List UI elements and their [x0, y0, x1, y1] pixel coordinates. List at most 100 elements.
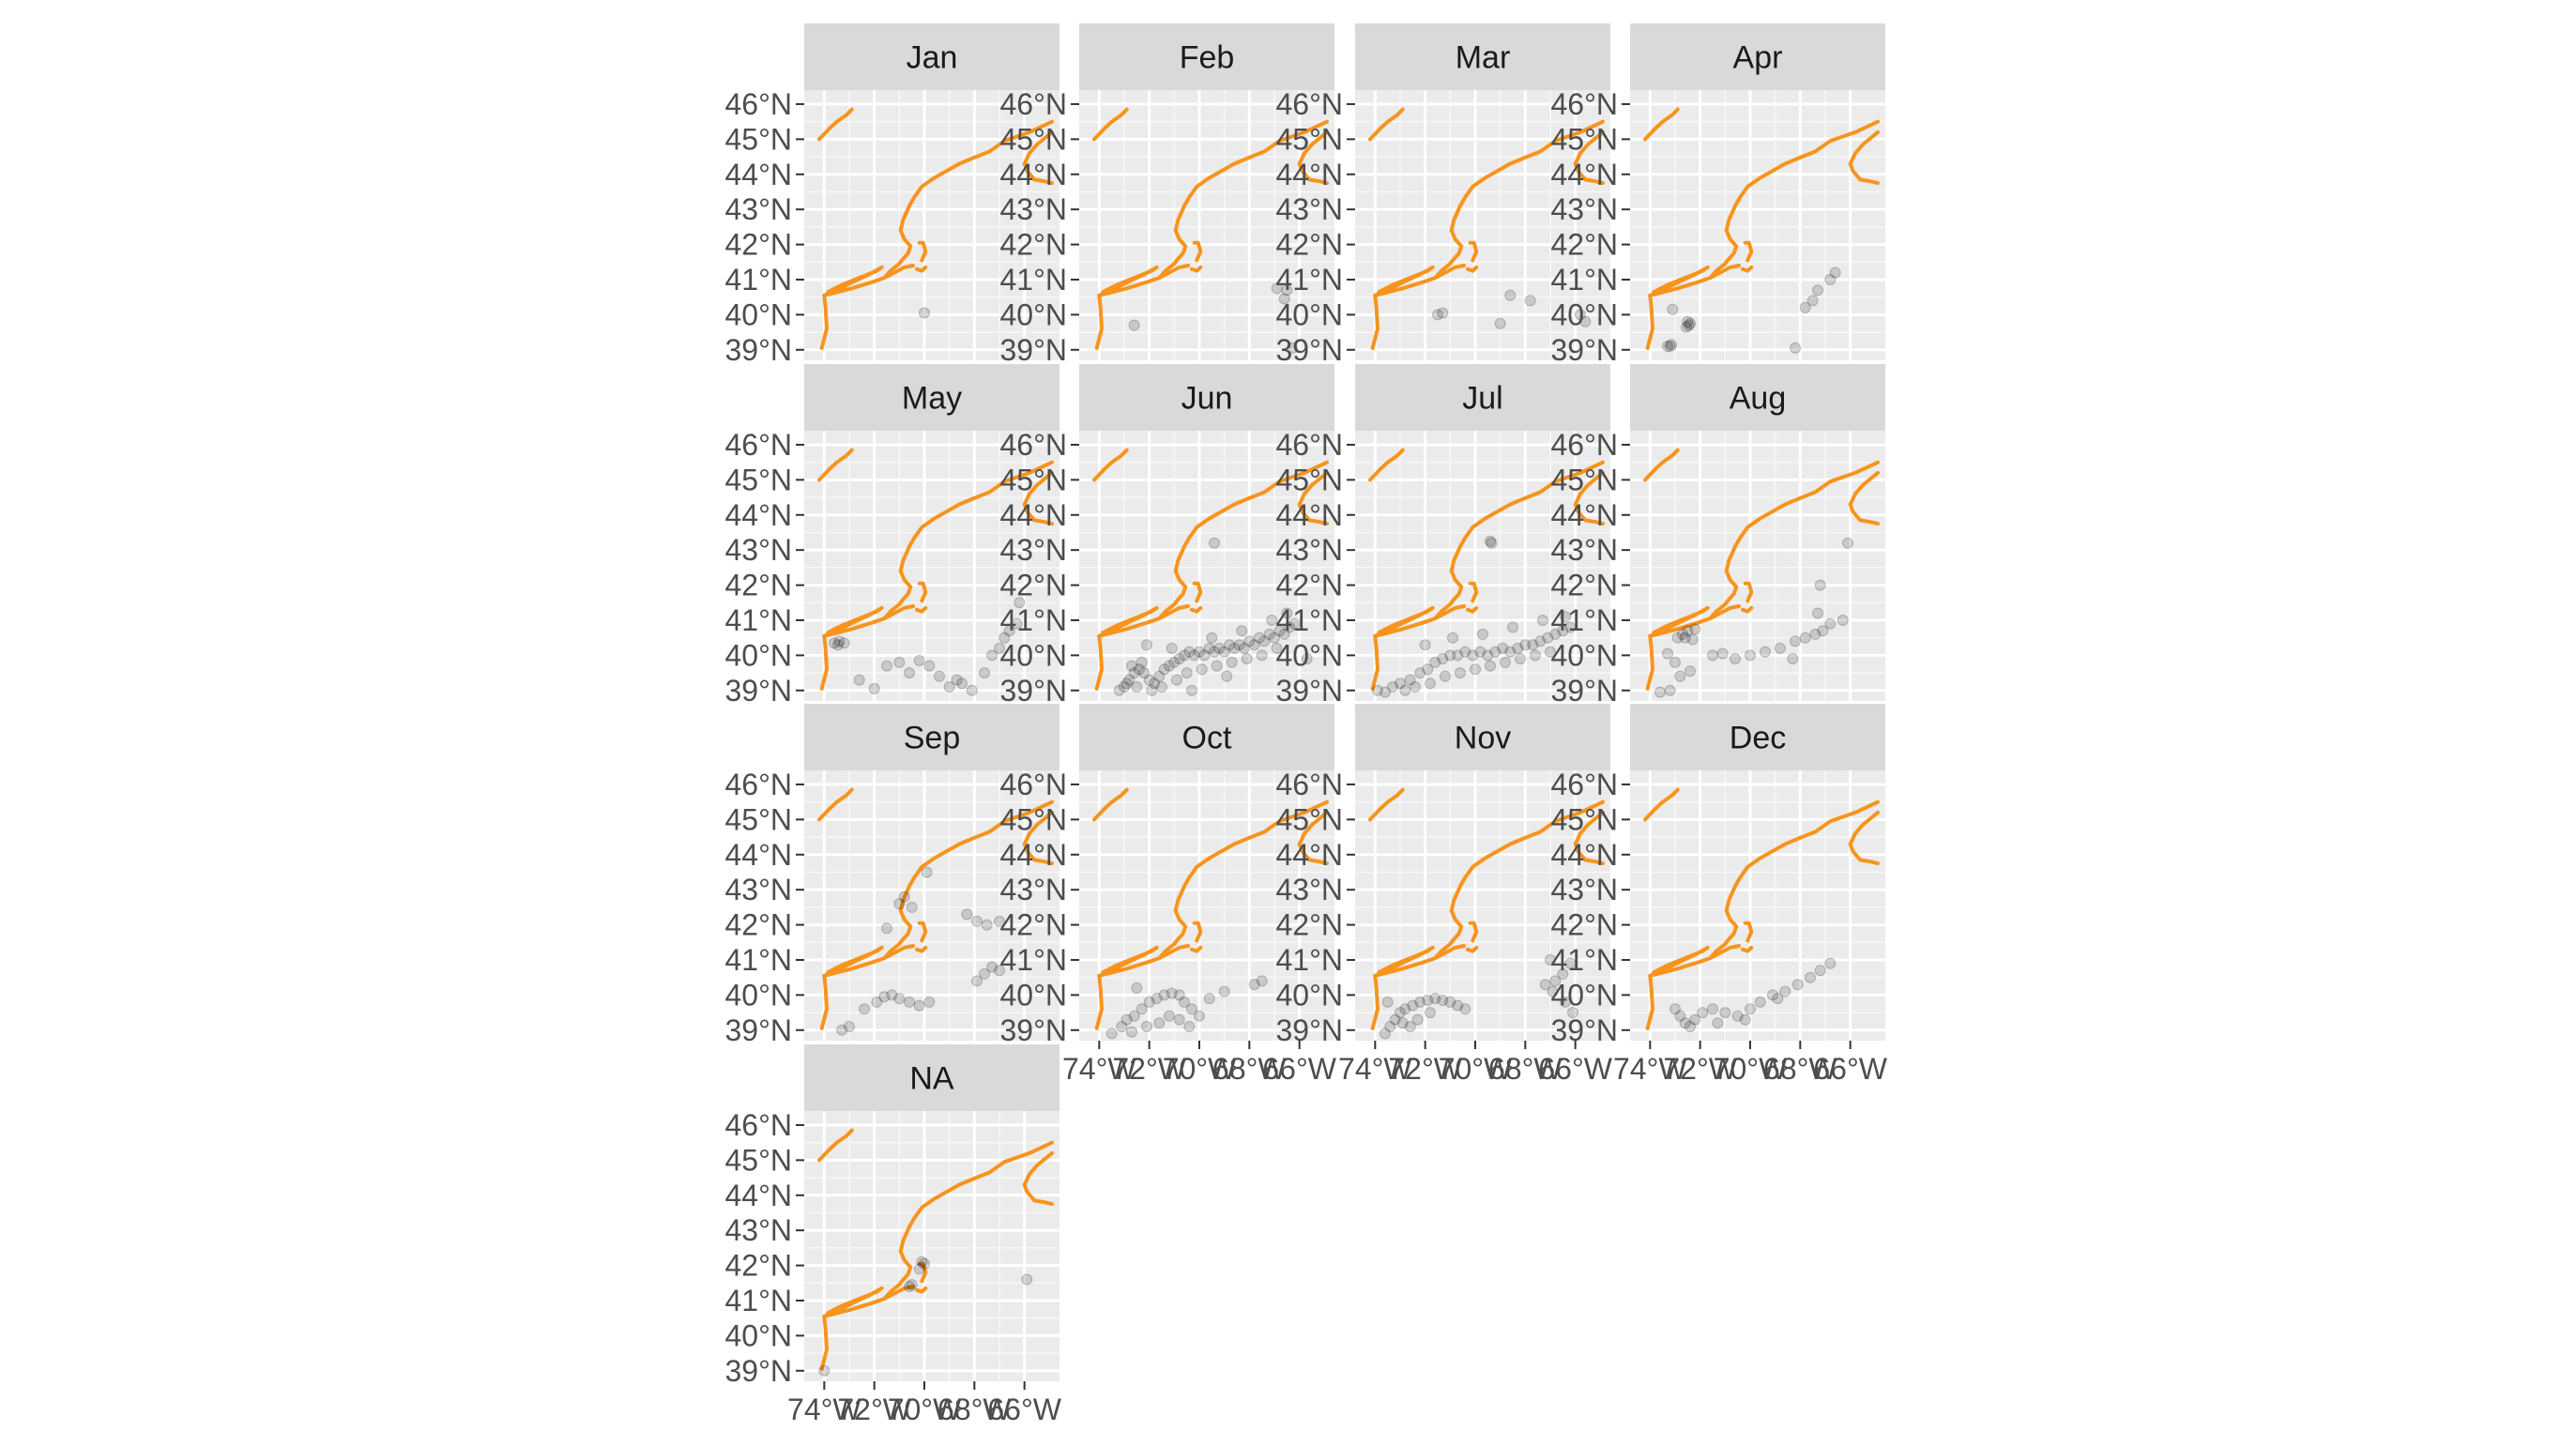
facet-strip: [1630, 23, 1885, 90]
data-point: [1414, 996, 1426, 1008]
y-axis: 39°N40°N41°N42°N43°N44°N45°N46°N: [1551, 87, 1630, 367]
y-tick-label: 46°N: [1551, 87, 1619, 121]
data-point: [1679, 1017, 1691, 1029]
observation-points: [1432, 289, 1592, 329]
y-tick-label: 42°N: [1000, 569, 1068, 602]
y-axis: 39°N40°N41°N42°N43°N44°N45°N46°N: [1276, 87, 1355, 367]
data-point: [1218, 985, 1230, 997]
y-tick-label: 40°N: [1551, 978, 1619, 1012]
data-point: [1105, 1028, 1118, 1040]
x-tick-label: 68°W: [937, 1393, 1012, 1426]
coastline-segment: [1741, 945, 1754, 953]
facet-strip: [1355, 364, 1610, 431]
data-point: [994, 965, 1005, 977]
y-tick-label: 43°N: [1551, 533, 1619, 567]
coastline-segment: [1466, 605, 1479, 614]
coastline-segment: [1433, 264, 1466, 281]
data-point: [1799, 632, 1811, 644]
data-point: [1379, 1028, 1391, 1040]
data-point: [1301, 653, 1313, 665]
data-point: [1669, 1003, 1681, 1015]
data-point: [1254, 632, 1265, 644]
data-point: [1667, 303, 1679, 315]
data-point: [981, 919, 993, 931]
data-point: [1470, 663, 1481, 676]
data-point: [1119, 681, 1130, 693]
coastline: [817, 1128, 1054, 1371]
data-point: [1549, 628, 1562, 640]
x-tick-label: 72°W: [1388, 1052, 1462, 1086]
coastline-segment: [917, 240, 928, 263]
data-point: [1425, 677, 1436, 690]
data-point: [1410, 681, 1421, 693]
data-point: [1837, 615, 1849, 626]
y-tick-label: 42°N: [725, 228, 793, 262]
coastline-segment: [1645, 119, 1880, 350]
y-tick-label: 41°N: [1000, 603, 1068, 637]
data-point: [1716, 647, 1729, 660]
data-point: [1186, 1003, 1197, 1015]
coastline-segment: [1092, 107, 1129, 142]
data-point: [913, 1263, 925, 1275]
data-point: [1425, 1007, 1436, 1019]
coastline-segment: [1157, 944, 1190, 961]
data-point: [1829, 266, 1841, 279]
y-tick-label: 39°N: [725, 674, 793, 708]
y-tick-label: 40°N: [1000, 638, 1068, 672]
data-point: [881, 660, 892, 672]
y-tick-label: 44°N: [1000, 158, 1068, 191]
facet-panel-aug: Aug 39°N40°N41°N42°N43°N44°N45°N46°N: [1551, 364, 1885, 708]
data-point: [1179, 996, 1190, 1008]
facet-panel-jan: Jan 39°N40°N41°N42°N43°N44°N45°N46°N: [725, 23, 1059, 367]
data-point: [1211, 660, 1223, 672]
coastline-segment: [1370, 460, 1605, 691]
coastline-segment: [915, 1286, 928, 1294]
data-point: [1745, 1003, 1756, 1015]
coastline-segment: [1648, 265, 1710, 297]
coastline-segment: [1741, 265, 1754, 273]
coastline-segment: [1643, 448, 1680, 482]
data-point: [1166, 987, 1178, 999]
coastline-segment: [1708, 944, 1741, 961]
data-point: [844, 1021, 855, 1032]
data-point: [1689, 623, 1701, 635]
x-tick-label: 66°W: [1262, 1052, 1336, 1086]
data-point: [1682, 315, 1694, 327]
data-point: [904, 996, 915, 1008]
data-point: [1236, 625, 1248, 637]
data-point: [1256, 975, 1268, 987]
y-axis: 39°N40°N41°N42°N43°N44°N45°N46°N: [1276, 768, 1355, 1047]
coastline-segment: [1297, 129, 1329, 186]
data-point: [1381, 996, 1394, 1008]
y-tick-label: 39°N: [1000, 674, 1068, 708]
minor-gridlines: [804, 90, 1059, 360]
x-tick-label: 68°W: [1763, 1052, 1837, 1086]
data-point: [1128, 319, 1140, 331]
coastline-segment: [1157, 264, 1190, 281]
major-gridlines: [1630, 90, 1885, 360]
facet-panel-na: NA39°N40°N41°N42°N43°N44°N45°N46°N74°W72…: [725, 1044, 1062, 1426]
data-point: [1767, 989, 1778, 1001]
data-point: [1437, 307, 1449, 319]
y-tick-label: 46°N: [1000, 428, 1068, 462]
observation-points: [1379, 954, 1578, 1040]
coastline-segment: [1645, 799, 1880, 1030]
data-point: [1258, 635, 1271, 647]
data-point: [1399, 684, 1411, 696]
coastline-segment: [1743, 240, 1754, 263]
data-point: [1489, 646, 1501, 658]
x-tick-label: 66°W: [987, 1393, 1061, 1426]
data-point: [1226, 656, 1238, 668]
data-point: [1507, 621, 1518, 633]
data-point: [832, 639, 844, 651]
y-tick-label: 45°N: [1276, 463, 1344, 496]
coastline-segment: [1192, 581, 1203, 603]
data-point: [1684, 1021, 1696, 1032]
y-tick-label: 45°N: [1000, 802, 1068, 836]
data-point: [1530, 649, 1541, 662]
observation-points: [1654, 537, 1853, 698]
data-point: [1173, 989, 1185, 1001]
y-tick-label: 40°N: [1276, 978, 1344, 1012]
data-point: [1682, 625, 1694, 637]
data-point: [1712, 1017, 1724, 1029]
